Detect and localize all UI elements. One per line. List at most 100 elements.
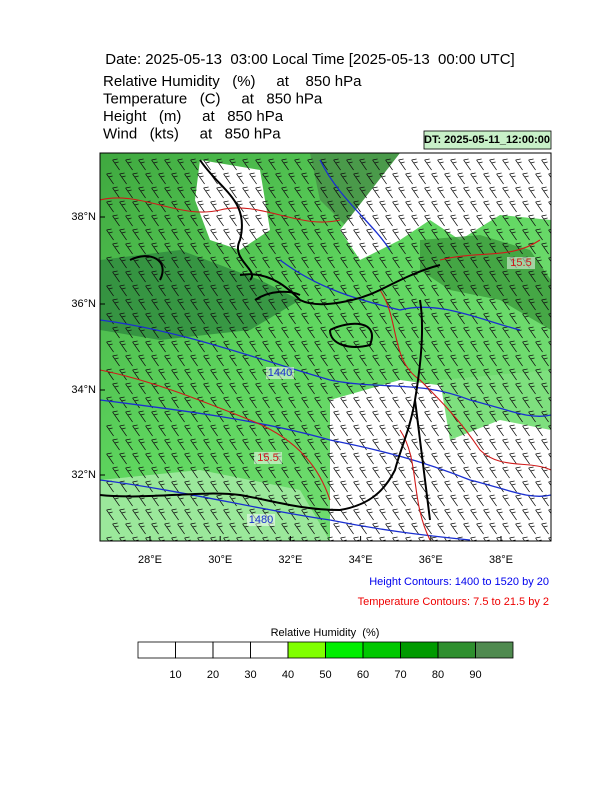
wind-barb [489,242,497,255]
wind-barb [366,396,374,409]
wind-barb [255,410,263,423]
wind-barb [340,396,348,409]
wind-barb [515,522,523,535]
wind-barb [535,256,543,269]
wind-barb [496,228,504,241]
wind-barb [294,186,302,199]
wind-barb [366,368,374,381]
wind-barb [476,494,484,507]
wind-barb [548,257,551,263]
wind-barb [145,452,153,465]
colorbar-label: 80 [432,669,444,681]
wind-barb [294,382,302,395]
wind-barb [151,466,159,479]
wind-barb [489,354,497,367]
wind-barb [203,298,211,311]
wind-barb [216,354,224,367]
wind-barb [515,494,523,507]
coastline [100,159,441,521]
wind-barb [132,228,140,241]
wind-barb [450,438,458,451]
wind-barb [164,242,172,255]
wind-barb [151,270,159,283]
wind-barb [112,186,120,199]
wind-barb [392,284,400,297]
wind-barb [288,340,296,353]
wind-barb [281,522,289,535]
wind-barb [535,172,543,185]
wind-barb [528,270,536,283]
wind-barb [307,438,315,451]
wind-barb [398,326,406,339]
wind-barb [229,270,237,283]
wind-barb [379,228,387,241]
contour-label: 15.5 [510,257,531,269]
wind-barb [483,368,491,381]
wind-barb [444,396,452,409]
wind-barb [307,466,315,479]
wind-barb [327,228,335,241]
wind-barb [138,214,146,227]
wind-barb [112,466,120,479]
wind-barb [476,410,484,423]
wind-barb [541,522,549,535]
wind-barb [177,522,185,535]
wind-barb [431,424,439,437]
wind-barb [229,522,237,535]
wind-barb [307,410,315,423]
wind-barb [164,158,172,171]
wind-barb [522,368,530,381]
wind-barb [145,228,153,241]
wind-barb [288,172,296,185]
wind-barb [327,424,335,437]
wind-barb [171,284,179,297]
wind-barb [502,354,510,367]
wind-barb [405,228,413,241]
wind-barb [223,312,231,325]
wind-barb [489,466,497,479]
wind-barb [431,228,439,241]
wind-barb [242,438,250,451]
wind-barb [340,452,348,465]
wind-barb [548,369,551,375]
wind-barb [112,410,120,423]
wind-barb [496,312,504,325]
wind-barb [301,284,309,297]
wind-barb [249,228,257,241]
wind-barb [457,228,465,241]
wind-barb [496,396,504,409]
wind-barb [431,508,439,521]
wind-barb [275,172,283,185]
wind-barb [249,396,257,409]
wind-barb [119,340,127,353]
wind-barb [379,200,387,213]
wind-barb [463,438,471,451]
wind-barb [262,396,270,409]
wind-barb [229,298,237,311]
wind-barb [106,508,114,521]
wind-barb [457,172,465,185]
wind-barb [314,368,322,381]
wind-barb [398,410,406,423]
wind-barb [535,452,543,465]
wind-barb [502,410,510,423]
wind-barb [190,382,198,395]
wind-barb [489,438,497,451]
wind-barb [411,326,419,339]
wind-barb [528,298,536,311]
wind-barb [164,438,172,451]
colorbar-box [287,641,326,659]
wind-barb [203,466,211,479]
wind-barb [281,298,289,311]
wind-barb [268,466,276,479]
wind-barb [223,368,231,381]
wind-barb [177,270,185,283]
wind-barb [197,508,205,521]
wind-barb [210,368,218,381]
wind-barb [496,508,504,521]
wind-barb [463,158,471,171]
wind-barb [249,284,257,297]
wind-barb [294,158,302,171]
wind-barb [437,270,445,283]
field-label: Height (m) at 850 hPa [103,108,284,125]
